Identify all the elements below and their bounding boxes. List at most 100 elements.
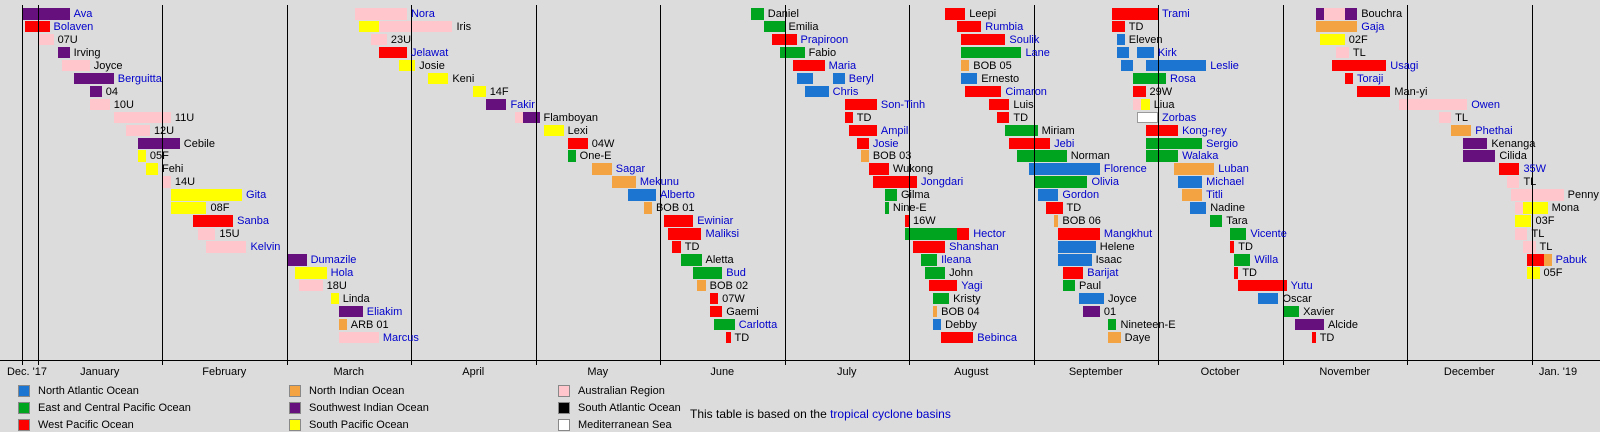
storm-label[interactable]: Prapiroon (800, 33, 849, 46)
storm-label[interactable]: Toraji (1357, 72, 1384, 85)
storm-label[interactable]: Gaja (1361, 20, 1385, 33)
storm-label: Gilma (900, 189, 930, 202)
storm-label: 14U (174, 176, 196, 189)
storm-label[interactable]: Vicente (1250, 228, 1287, 241)
storm-label[interactable]: Cimaron (1005, 85, 1047, 98)
storm-label[interactable]: Shanshan (949, 241, 999, 254)
storm-label[interactable]: Phethai (1475, 124, 1513, 137)
storm-label[interactable]: Walaka (1182, 150, 1219, 163)
storm-label[interactable]: Ampil (880, 124, 909, 137)
storm-label[interactable]: Kong-rey (1182, 124, 1227, 137)
storm-label[interactable]: 35W (1523, 163, 1547, 176)
storm-label[interactable]: Usagi (1390, 59, 1419, 72)
storm-label: Luis (1013, 98, 1034, 111)
storm-bar-segment (567, 150, 576, 162)
storm-label[interactable]: Kelvin (250, 241, 281, 254)
storm-label[interactable]: Bud (726, 267, 746, 279)
storm-label[interactable]: Fakir (510, 98, 535, 111)
storm-label[interactable]: Titli (1206, 189, 1223, 202)
storm-label[interactable]: Chris (832, 85, 859, 98)
storm-label[interactable]: Trami (1162, 8, 1190, 20)
storm-label[interactable]: Kirk (1157, 46, 1177, 59)
storm-label: Fehi (161, 163, 184, 176)
storm-label[interactable]: Dumazile (310, 254, 357, 267)
storm-bar-segment (872, 176, 918, 188)
legend-label: Southwest Indian Ocean (309, 402, 429, 414)
storm-bar-segment (1017, 150, 1067, 162)
storm-label[interactable]: Bebinca (977, 331, 1018, 344)
storm-label[interactable]: Soulik (1009, 33, 1040, 46)
storm-label[interactable]: Eliakim (366, 305, 403, 318)
storm-bar-segment (1311, 331, 1316, 344)
storm-label[interactable]: Josie (872, 137, 899, 150)
storm-label: Helene (1099, 241, 1135, 254)
storm-label[interactable]: Lane (1025, 46, 1050, 59)
storm-label[interactable]: Florence (1103, 163, 1147, 176)
storm-label[interactable]: Yutu (1290, 279, 1313, 292)
storm-label[interactable]: Luban (1218, 163, 1249, 176)
storm-bar-segment (61, 59, 90, 72)
storm-bar-segment (1210, 215, 1223, 227)
month-gridline (535, 5, 537, 361)
storm-bar-segment (664, 215, 694, 227)
storm-label[interactable]: Bolaven (53, 20, 94, 33)
storm-label[interactable]: Sagar (615, 163, 646, 176)
storm-label: Paul (1079, 279, 1102, 292)
basins-link[interactable]: tropical cyclone basins (830, 407, 951, 421)
storm-label[interactable]: Maliksi (705, 228, 740, 241)
storm-label[interactable]: Maria (828, 59, 857, 72)
storm-label[interactable]: Sanba (237, 215, 269, 228)
storm-label[interactable]: Son-Tinh (880, 98, 926, 111)
storm-label[interactable]: Nora (410, 8, 435, 20)
storm-label[interactable]: Sergio (1206, 137, 1238, 150)
storm-label: TL (1531, 228, 1545, 241)
storm-label: BOB 01 (655, 202, 695, 215)
storm-label[interactable]: Rosa (1170, 72, 1196, 85)
storm-bar-segment (591, 163, 612, 175)
storm-bar-segment (113, 111, 171, 124)
axis-tick (660, 357, 661, 365)
storm-bar-segment (709, 292, 719, 305)
storm-label[interactable]: Jongdari (921, 176, 964, 189)
storm-label[interactable]: Rumbia (985, 20, 1024, 33)
storm-label[interactable]: Berguitta (117, 72, 162, 85)
storm-bar-segment (162, 176, 171, 188)
storm-label[interactable]: Ileana (941, 254, 972, 267)
storm-bar-segment (1543, 254, 1552, 266)
storm-label[interactable]: Jebi (1054, 137, 1075, 150)
storm-bar-segment (1238, 279, 1287, 292)
storm-label[interactable]: Carlotta (738, 318, 778, 331)
storm-label[interactable]: Owen (1471, 98, 1500, 111)
storm-bar-segment (1029, 163, 1100, 175)
storm-bar-segment (1463, 137, 1488, 149)
storm-label[interactable]: Ewiniar (697, 215, 734, 228)
storm-bar-segment (1045, 202, 1063, 214)
storm-label[interactable]: Willa (1254, 254, 1279, 267)
storm-label[interactable]: Ava (73, 8, 93, 20)
storm-label[interactable]: Michael (1206, 176, 1245, 189)
storm-bar-segment (197, 228, 216, 240)
storm-label[interactable]: Pabuk (1555, 254, 1587, 267)
storm-label[interactable]: Leslie (1210, 59, 1239, 72)
storm-label[interactable]: Olivia (1091, 176, 1119, 189)
storm-bar-segment (763, 20, 785, 33)
storm-label[interactable]: Gita (246, 189, 267, 202)
storm-label: Nine-E (892, 202, 927, 215)
storm-label[interactable]: Beryl (848, 72, 874, 85)
storm-label[interactable]: Mekunu (639, 176, 680, 189)
axis-tick (909, 357, 910, 365)
storm-label[interactable]: Gordon (1062, 189, 1100, 202)
storm-label[interactable]: Yagi (961, 279, 983, 292)
storm-label[interactable]: Marcus (382, 331, 419, 344)
axis-tick (535, 357, 537, 365)
storm-label[interactable]: Hola (330, 267, 354, 279)
storm-bar-segment (1515, 202, 1524, 214)
storm-bar-segment (1332, 59, 1387, 72)
storm-label[interactable]: Barijat (1087, 267, 1119, 279)
storm-label[interactable]: Jelawat (410, 46, 449, 59)
storm-label[interactable]: Zorbas (1162, 111, 1197, 124)
storm-label[interactable]: Mangkhut (1103, 228, 1153, 241)
storm-label[interactable]: Hector (973, 228, 1006, 241)
storm-bar-segment (1133, 98, 1142, 111)
storm-label[interactable]: Alberto (659, 189, 695, 202)
